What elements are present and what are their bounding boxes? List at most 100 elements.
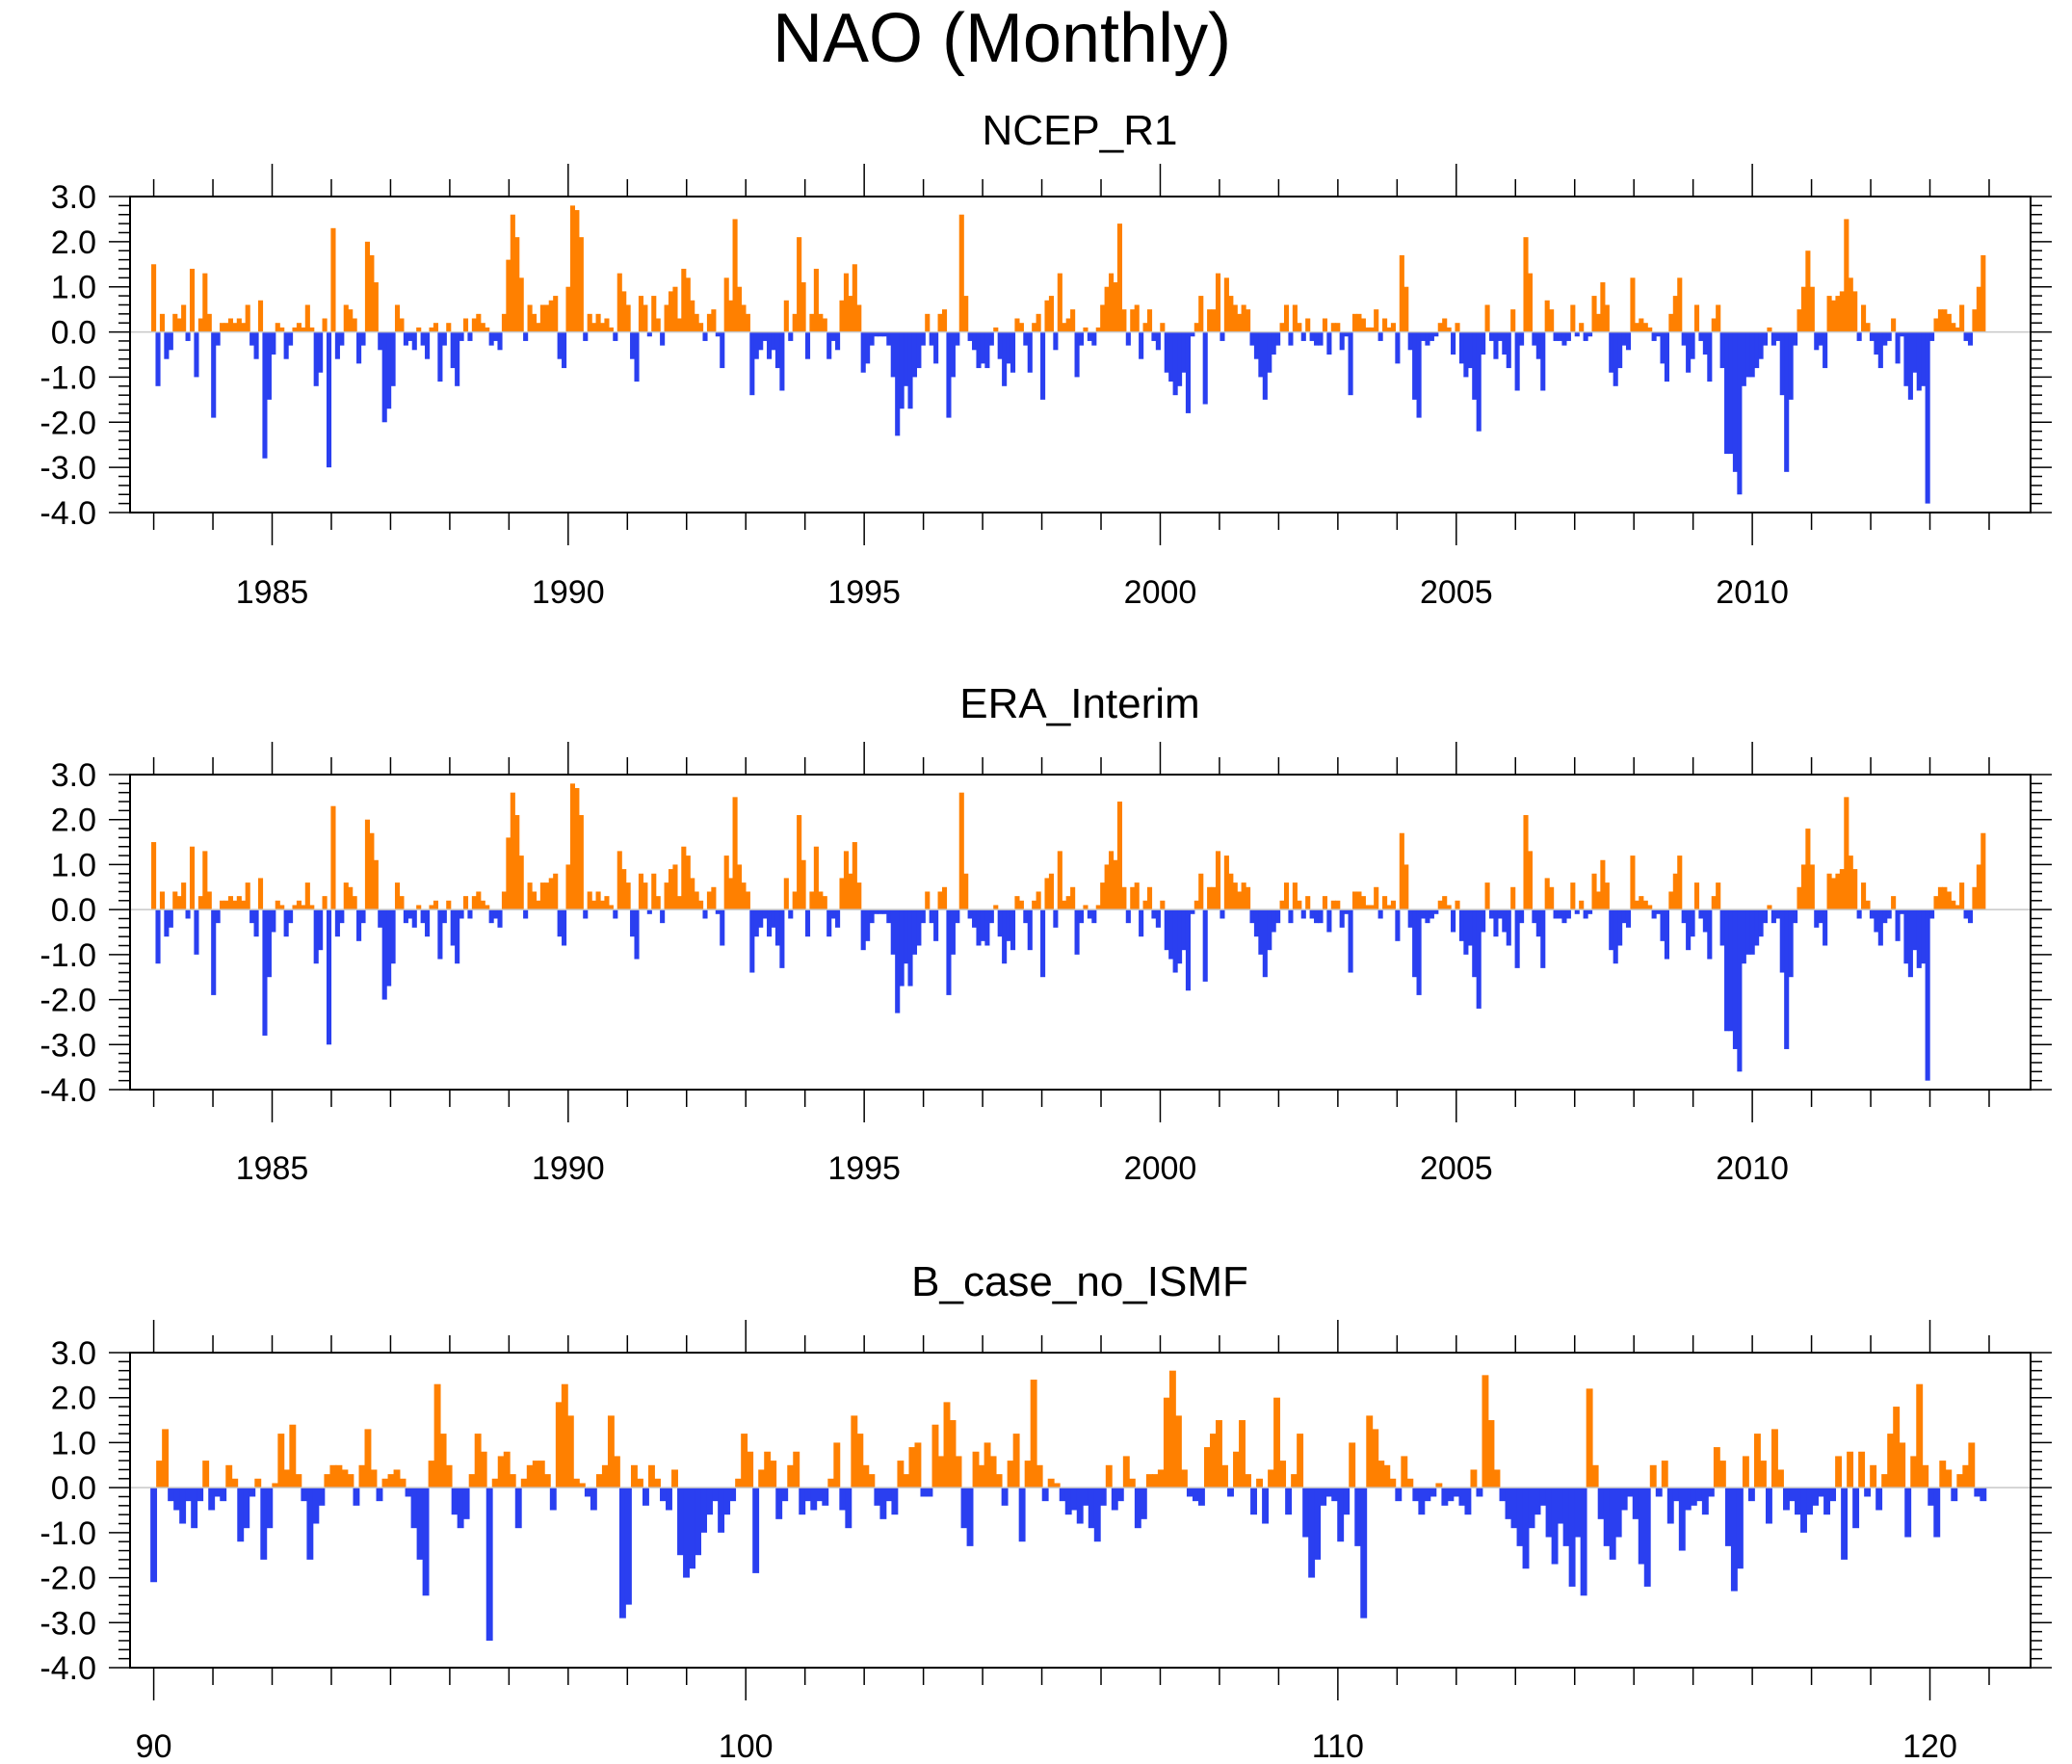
data-bar-era-interim-360: [1690, 909, 1695, 937]
data-bar-ncep-r1-281: [1351, 313, 1358, 332]
data-bar-b-case-no-ismf-177: [1174, 1415, 1182, 1488]
data-bar-ncep-r1-253: [1232, 304, 1238, 332]
data-bar-era-interim-120: [664, 882, 669, 910]
data-bar-b-case-no-ismf-172: [1145, 1474, 1153, 1488]
data-bar-b-case-no-ismf-224: [1447, 1488, 1455, 1502]
data-bar-era-interim-55: [386, 909, 392, 987]
data-bar-b-case-no-ismf-183: [1210, 1434, 1217, 1488]
data-bar-ncep-r1-324: [1535, 331, 1541, 359]
data-bar-ncep-r1-366: [1716, 304, 1721, 332]
data-bar-era-interim-140: [749, 909, 755, 973]
data-bar-era-interim-234: [1151, 909, 1157, 919]
data-bar-era-interim-210: [1048, 873, 1055, 910]
data-bar-b-case-no-ismf-21: [272, 1483, 279, 1488]
data-bar-ncep-r1-342: [1613, 331, 1618, 386]
data-bar-era-interim-62: [416, 905, 422, 910]
data-bar-b-case-no-ismf-292: [1841, 1488, 1849, 1560]
data-bar-ncep-r1-96: [562, 331, 567, 369]
data-bar-era-interim-356: [1672, 873, 1678, 910]
data-bar-b-case-no-ismf-28: [312, 1488, 320, 1524]
data-bar-era-interim-61: [411, 909, 417, 928]
data-bar-ncep-r1-384: [1793, 331, 1798, 346]
data-bar-ncep-r1-371: [1737, 331, 1743, 495]
plot-frame-ncep-r1: [129, 196, 2032, 513]
data-bar-era-interim-244: [1193, 900, 1199, 910]
data-bar-ncep-r1-219: [1087, 331, 1092, 341]
data-bar-ncep-r1-389: [1814, 331, 1820, 351]
data-bar-ncep-r1-295: [1412, 331, 1418, 400]
data-bar-b-case-no-ismf-138: [949, 1420, 957, 1488]
data-bar-b-case-no-ismf-50: [439, 1434, 447, 1488]
data-bar-era-interim-362: [1698, 909, 1704, 919]
data-bar-era-interim-333: [1574, 909, 1580, 914]
data-bar-era-interim-194: [980, 909, 986, 941]
data-bar-b-case-no-ismf-284: [1795, 1488, 1801, 1515]
data-bar-era-interim-405: [1882, 909, 1888, 924]
data-bar-era-interim-89: [531, 891, 538, 910]
data-bar-ncep-r1-212: [1057, 273, 1062, 332]
data-bar-ncep-r1-302: [1442, 318, 1448, 332]
data-bar-ncep-r1-241: [1181, 331, 1187, 373]
data-bar-era-interim-206: [1032, 900, 1037, 910]
y-tick-label-era-interim: 3.0: [51, 757, 96, 794]
data-bar-ncep-r1-51: [369, 254, 375, 332]
data-bar-ncep-r1-338: [1595, 313, 1601, 332]
data-bar-ncep-r1-166: [860, 331, 866, 373]
data-bar-era-interim-196: [988, 909, 994, 924]
data-bar-ncep-r1-29: [275, 323, 280, 332]
data-bar-era-interim-137: [736, 864, 743, 910]
data-bar-era-interim-47: [352, 896, 357, 910]
data-bar-ncep-r1-97: [565, 286, 571, 332]
data-bar-era-interim-23: [249, 909, 255, 924]
data-bar-b-case-no-ismf-144: [984, 1442, 991, 1488]
data-bar-ncep-r1-367: [1719, 331, 1725, 369]
data-bar-b-case-no-ismf-99: [723, 1488, 731, 1515]
data-bar-era-interim-264: [1279, 900, 1285, 910]
data-bar-era-interim-256: [1246, 886, 1251, 910]
data-bar-b-case-no-ismf-41: [387, 1474, 395, 1488]
data-bar-b-case-no-ismf-294: [1852, 1488, 1860, 1529]
data-bar-ncep-r1-41: [326, 331, 332, 468]
data-bar-b-case-no-ismf-94: [695, 1488, 701, 1556]
data-bar-ncep-r1-161: [839, 300, 845, 332]
data-bar-ncep-r1-14: [211, 331, 217, 418]
data-bar-ncep-r1-213: [1062, 323, 1067, 332]
data-bar-ncep-r1-374: [1749, 331, 1755, 378]
data-bar-ncep-r1-403: [1874, 331, 1879, 355]
plot-area-ncep-r1: [109, 164, 2052, 545]
data-bar-ncep-r1-305: [1455, 323, 1460, 332]
data-bar-ncep-r1-131: [711, 309, 717, 332]
data-bar-ncep-r1-10: [194, 331, 199, 378]
data-bar-ncep-r1-390: [1818, 331, 1823, 346]
y-tick-label-era-interim: -1.0: [39, 937, 96, 974]
data-bar-era-interim-251: [1223, 856, 1229, 910]
data-bar-era-interim-293: [1403, 864, 1409, 910]
data-bar-era-interim-131: [711, 886, 717, 910]
data-bar-era-interim-153: [804, 909, 811, 937]
data-bar-ncep-r1-357: [1677, 277, 1683, 332]
data-bar-era-interim-391: [1823, 909, 1828, 946]
data-bar-era-interim-245: [1198, 873, 1204, 910]
data-bar-ncep-r1-394: [1835, 296, 1841, 332]
data-bar-era-interim-399: [1856, 909, 1862, 919]
data-bar-b-case-no-ismf-91: [677, 1488, 684, 1556]
data-bar-era-interim-404: [1877, 909, 1883, 946]
data-bar-ncep-r1-126: [690, 300, 695, 332]
data-bar-era-interim-58: [399, 896, 405, 910]
data-bar-ncep-r1-361: [1693, 304, 1700, 332]
data-bar-era-interim-19: [232, 900, 238, 910]
data-bar-ncep-r1-15: [215, 331, 221, 346]
data-bar-b-case-no-ismf-260: [1655, 1488, 1663, 1497]
data-bar-b-case-no-ismf-137: [943, 1402, 951, 1488]
data-bar-ncep-r1-159: [830, 331, 836, 341]
data-bar-ncep-r1-119: [660, 331, 666, 346]
data-bar-ncep-r1-93: [548, 300, 554, 332]
data-bar-b-case-no-ismf-293: [1847, 1451, 1854, 1488]
data-bar-b-case-no-ismf-24: [289, 1424, 297, 1488]
data-bar-era-interim-127: [694, 891, 699, 910]
data-bar-b-case-no-ismf-250: [1597, 1488, 1605, 1519]
data-bar-b-case-no-ismf-19: [260, 1488, 268, 1560]
data-bar-ncep-r1-165: [856, 304, 862, 332]
data-bar-b-case-no-ismf-45: [410, 1488, 418, 1529]
data-bar-b-case-no-ismf-82: [624, 1488, 632, 1605]
